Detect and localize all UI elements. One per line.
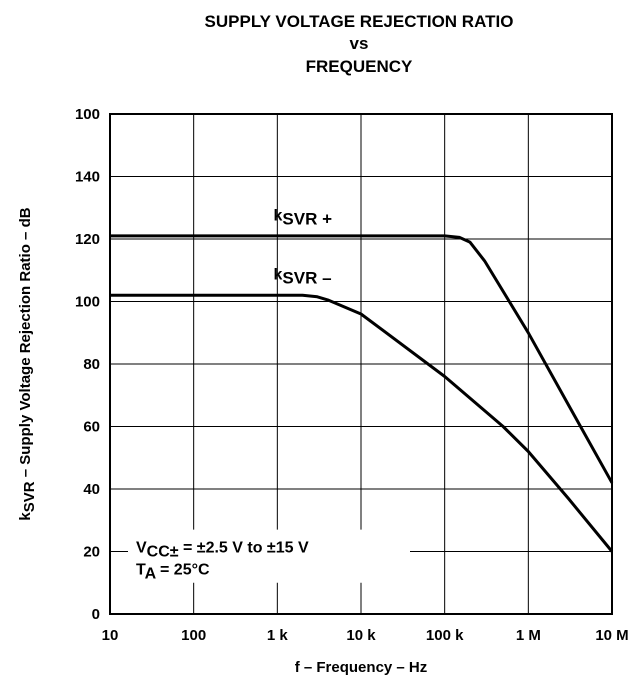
x-tick-label: 100 <box>181 627 206 644</box>
x-tick-labels: 10 100 1 k 10 k 100 k 1 M 10 M <box>102 627 629 644</box>
x-tick-label: 1 k <box>267 627 289 644</box>
annotation-box <box>128 529 410 583</box>
y-tick-label: 80 <box>83 356 100 373</box>
series-line-0 <box>110 234 614 484</box>
y-tick-labels: 0 20 40 60 80 100 120 140 100 <box>75 106 100 623</box>
chart-title-line-2: vs <box>349 34 369 53</box>
y-tick-label: 40 <box>83 481 100 498</box>
y-tick-label: 0 <box>92 606 100 623</box>
y-tick-label: 60 <box>83 419 100 436</box>
x-tick-label: 1 M <box>516 627 541 644</box>
series-lines <box>110 234 614 553</box>
y-tick-label: 100 <box>75 294 100 311</box>
series-line-1 <box>110 293 614 553</box>
x-axis-label: f – Frequency – Hz <box>295 659 428 676</box>
plot-frame <box>109 113 613 615</box>
x-tick-label: 10 <box>102 627 119 644</box>
chart-title-line-3: FREQUENCY <box>305 57 413 76</box>
y-tick-label: 140 <box>75 169 100 186</box>
annotation-ta: TA = 25°C <box>136 561 210 582</box>
chart-title-line-1: SUPPLY VOLTAGE REJECTION RATIO <box>204 12 514 31</box>
y-tick-label: 20 <box>83 544 100 561</box>
y-tick-label: 100 <box>75 106 100 123</box>
x-tick-label: 10 k <box>346 627 376 644</box>
series-label-ksvr-minus: kSVR – <box>274 267 332 288</box>
annotation-vcc: VCC± = ±2.5 V to ±15 V <box>136 539 309 560</box>
y-tick-label: 120 <box>75 231 100 248</box>
y-axis-label: kSVR – Supply Voltage Rejection Ratio – … <box>17 207 38 520</box>
x-tick-label: 10 M <box>595 627 628 644</box>
series-label-ksvr-plus: kSVR + <box>274 207 333 228</box>
x-tick-label: 100 k <box>426 627 464 644</box>
